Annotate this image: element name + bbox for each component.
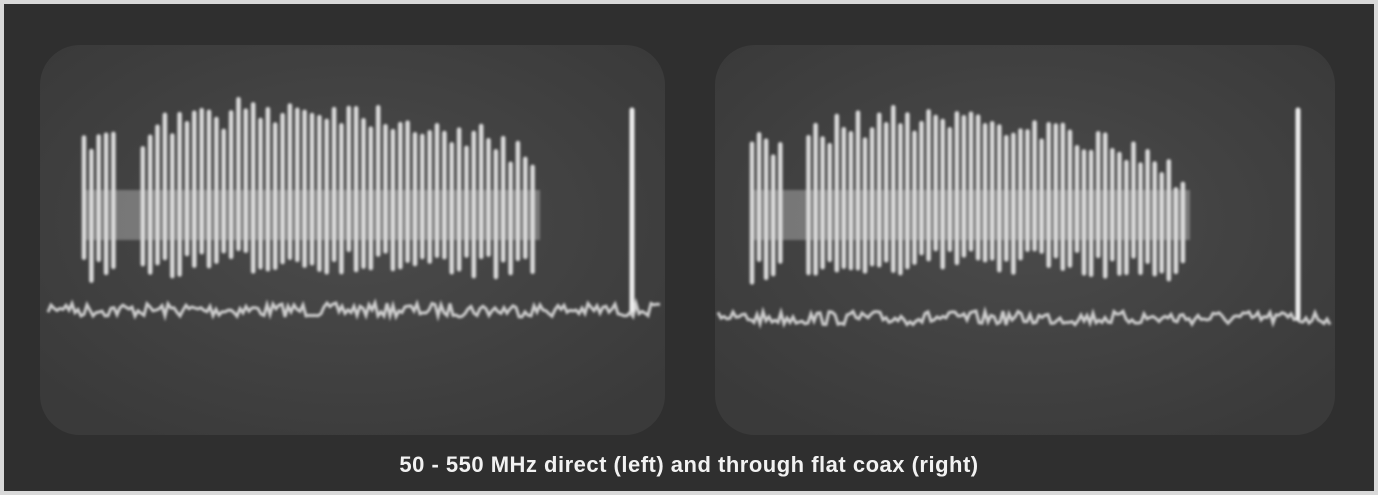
trace-line xyxy=(752,190,1190,240)
trace-line xyxy=(84,190,540,240)
caption: 50 - 550 MHz direct (left) and through f… xyxy=(399,452,978,477)
photo: 50 - 550 MHz direct (left) and through f… xyxy=(0,0,1378,495)
page: 50 - 550 MHz direct (left) and through f… xyxy=(0,0,1378,495)
